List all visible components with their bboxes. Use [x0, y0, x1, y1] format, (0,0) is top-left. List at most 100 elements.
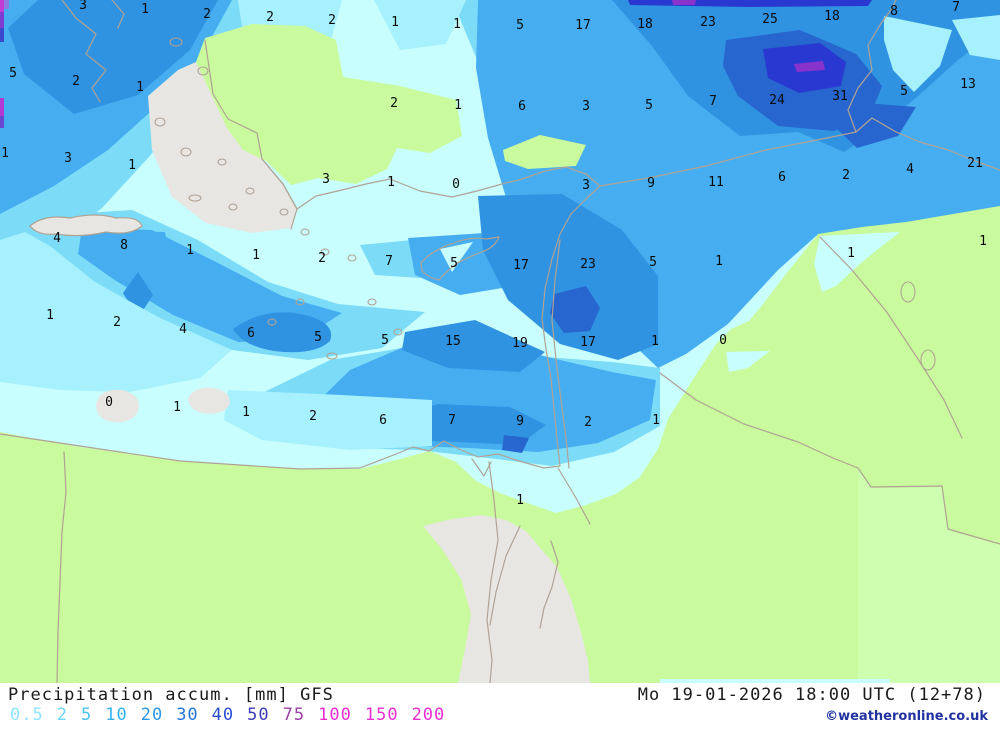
precip-value: 1	[128, 158, 136, 173]
red-sea-sinai	[423, 515, 590, 683]
precip-value: 1	[252, 248, 260, 263]
precip-value: 2	[203, 7, 211, 22]
precip-value: 4	[906, 162, 914, 177]
precip-value: 7	[448, 413, 456, 428]
precip-value: 1	[387, 175, 395, 190]
precip-value: 1	[454, 98, 462, 113]
precip-value: 21	[967, 156, 983, 171]
precip-value: 17	[513, 258, 529, 273]
scale-value: 30	[176, 705, 199, 725]
precip-value: 2	[72, 74, 80, 89]
aegean-dry-sea	[148, 58, 297, 233]
precip-value: 5	[450, 256, 458, 271]
precip-value: 0	[719, 333, 727, 348]
precip-value: 24	[769, 93, 785, 108]
precip-value: 5	[645, 98, 653, 113]
precip-value: 1	[652, 413, 660, 428]
precip-value: 7	[709, 94, 717, 109]
precip-value: 19	[512, 336, 528, 351]
precip-value: 1	[173, 400, 181, 415]
scale-value: 0.5	[10, 705, 44, 725]
precip-value: 15	[445, 334, 461, 349]
precip-value: 3	[582, 99, 590, 114]
precip-value: 5	[516, 18, 524, 33]
precip-value: 23	[700, 15, 716, 30]
precip-value: 1	[453, 17, 461, 32]
legend-scale: 0.5 2 5 10 20 30 40 50 75 100 150 200	[10, 705, 445, 725]
precip-value: 6	[247, 326, 255, 341]
precip-value: 1	[715, 254, 723, 269]
precip-value: 5	[900, 84, 908, 99]
precip-value: 5	[649, 255, 657, 270]
precip-value: 2	[842, 168, 850, 183]
precip-value: 8	[120, 238, 128, 253]
turkey-dry-land	[196, 24, 462, 185]
copyright-notice: ©weatheronline.co.uk	[825, 709, 988, 724]
precip-value: 4	[179, 322, 187, 337]
precip-value: 1	[136, 80, 144, 95]
precip-value: 6	[778, 170, 786, 185]
precip-value: 8	[890, 4, 898, 19]
precip-value: 1	[141, 2, 149, 17]
scale-value: 100	[318, 705, 352, 725]
precip-value: 5	[381, 333, 389, 348]
scale-value: 40	[211, 705, 235, 725]
precipitation-map: 3 1 2 2 2 1 1 5 17 18 23 25 18 8 7 5 2 1 2 1 6 3 5 7 24 31 5 13 1 3 1 3…	[0, 0, 1000, 683]
precip-value: 9	[647, 176, 655, 191]
precip-value: 2	[584, 415, 592, 430]
precip-value: 1	[242, 405, 250, 420]
precip-value: 7	[952, 0, 960, 15]
scale-value: 5	[80, 705, 93, 725]
precip-value: 3	[582, 178, 590, 193]
scale-value: 200	[411, 705, 446, 725]
precip-value: 25	[762, 12, 778, 27]
precip-value: 1	[651, 334, 659, 349]
precip-value: 7	[385, 254, 393, 269]
scale-value: 75	[282, 705, 306, 725]
scale-value: 10	[105, 705, 128, 725]
precip-value: 13	[960, 77, 976, 92]
value-label-layer: 3 1 2 2 2 1 1 5 17 18 23 25 18 8 752 12 1 6 3 5 7 24 31 5 131 3 13…	[1, 0, 987, 508]
precip-value: 1	[186, 243, 194, 258]
precip-value: 5	[9, 66, 17, 81]
precip-value: 17	[580, 335, 596, 350]
scale-value: 20	[140, 705, 164, 725]
africa-levant-dry-land	[0, 206, 1000, 683]
precip-value: 2	[113, 315, 121, 330]
precip-value: 23	[580, 257, 596, 272]
scale-value: 2	[56, 705, 68, 725]
precip-value: 17	[575, 18, 591, 33]
precip-value: 0	[452, 177, 460, 192]
precip-value: 3	[79, 0, 87, 13]
precip-value: 18	[824, 9, 840, 24]
precip-value: 2	[390, 96, 398, 111]
precip-value: 5	[314, 330, 322, 345]
precip-value: 1	[391, 15, 399, 30]
precip-value: 1	[46, 308, 54, 323]
precip-value: 1	[979, 234, 987, 249]
precip-value: 2	[318, 251, 326, 266]
precip-value: 18	[637, 17, 653, 32]
scale-value: 50	[247, 705, 270, 725]
precip-value: 3	[322, 172, 330, 187]
precip-value: 6	[518, 99, 526, 114]
precip-value: 1	[516, 493, 524, 508]
precip-value: 4	[53, 231, 61, 246]
precip-value: 11	[708, 175, 724, 190]
precip-value: 6	[379, 413, 387, 428]
contour-fill-layer	[0, 0, 1000, 683]
legend-datetime: Mo 19-01-2026 18:00 UTC (12+78)	[637, 685, 986, 705]
precip-value: 9	[516, 414, 524, 429]
precip-value: 0	[105, 395, 113, 410]
coastline-layer	[0, 0, 1000, 683]
precip-value: 3	[64, 151, 72, 166]
precip-value: 2	[266, 10, 274, 25]
scale-value: 150	[364, 705, 399, 725]
precip-value: 1	[1, 146, 9, 161]
max-precip-core	[794, 61, 825, 72]
precip-value: 1	[847, 246, 855, 261]
precip-value: 31	[832, 89, 848, 104]
precip-value: 2	[309, 409, 317, 424]
precip-value: 2	[328, 13, 336, 28]
